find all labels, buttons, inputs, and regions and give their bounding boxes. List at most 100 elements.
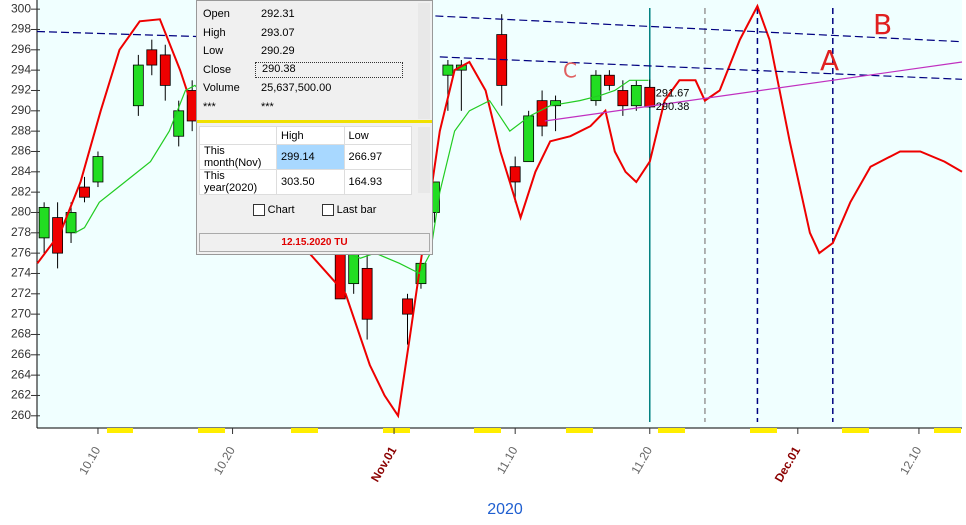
- y-tick-label: 276: [11, 245, 31, 259]
- value: 303.50: [276, 169, 345, 195]
- candle-body: [590, 74, 602, 102]
- field-label: Low: [203, 45, 224, 58]
- candle-body: [65, 212, 77, 234]
- y-tick-label: 298: [11, 22, 31, 36]
- x-tick-label: 11.20: [628, 444, 655, 477]
- line-series: [74, 79, 649, 275]
- candle-body: [146, 49, 158, 66]
- value: 164.93: [343, 169, 412, 195]
- y-tick-label: 284: [11, 164, 31, 178]
- x-tick-label: 10.20: [211, 444, 238, 477]
- y-tick-label: 286: [11, 144, 31, 158]
- y-tick-label: 262: [11, 388, 31, 402]
- y-tick-label: 288: [11, 123, 31, 137]
- footer: 12.15.2020 TU: [199, 233, 430, 252]
- y-tick-label: 264: [11, 367, 31, 381]
- annotation: A: [820, 44, 839, 77]
- y-tick-label: 274: [11, 266, 31, 280]
- x-tick-label: 12.10: [897, 444, 924, 477]
- price-row: Close 290.38: [197, 61, 417, 80]
- candle-body: [159, 54, 171, 86]
- header: Low: [343, 126, 412, 145]
- checkbox-label: Last bar: [336, 204, 377, 216]
- line-series: [544, 61, 963, 122]
- candle-body: [92, 156, 104, 183]
- label: This month(Nov): [199, 144, 277, 170]
- x-tick-label: 11.10: [494, 444, 521, 477]
- y-tick-label: 282: [11, 184, 31, 198]
- candle-body: [630, 84, 642, 107]
- field-value: ***: [261, 100, 274, 113]
- y-tick-label: 300: [11, 1, 31, 15]
- candle-body: [603, 74, 615, 86]
- candle-body: [509, 166, 521, 183]
- weekend-markers: [107, 428, 961, 433]
- y-tick-label: 280: [11, 205, 31, 219]
- plot: 260 262 264 266 268 270 272 274 276 278 280 282 284 2…: [11, 1, 963, 485]
- x-axis-title: 2020: [487, 501, 523, 518]
- y-tick-label: 272: [11, 286, 31, 300]
- y-tick-label: 294: [11, 62, 31, 76]
- y-tick-label: 278: [11, 225, 31, 239]
- price-rows: Open 292.31 High 293.07 Low 290.29 Close 290.38…: [197, 5, 417, 116]
- candle-body: [79, 186, 90, 198]
- price-row: *** ***: [197, 98, 417, 117]
- checkbox[interactable]: Last bar: [321, 204, 377, 216]
- price-row: High 293.07: [197, 24, 417, 43]
- checkbox[interactable]: Chart: [252, 204, 295, 216]
- field-value: 25,637,500.00: [261, 82, 332, 95]
- field-label: Open: [203, 8, 230, 21]
- annotation: B: [873, 8, 892, 41]
- annotation: C: [563, 59, 577, 83]
- x-tick-label: 10.10: [76, 444, 103, 477]
- candle-body: [402, 298, 413, 315]
- scrollbar[interactable]: [418, 3, 430, 119]
- field-value: 290.29: [261, 45, 295, 58]
- candle-body: [644, 86, 656, 108]
- candle-body: [361, 267, 373, 320]
- line-series: [36, 30, 201, 38]
- field-value: 290.38: [255, 61, 403, 78]
- y-tick-label: 296: [11, 42, 31, 56]
- candle-body: [442, 64, 454, 76]
- candle-body: [617, 90, 629, 107]
- field-value: 293.07: [261, 26, 295, 39]
- candle-body: [455, 64, 467, 71]
- candle-body: [132, 64, 144, 107]
- value: 299.14: [276, 144, 345, 170]
- stats-table: High Low This month(Nov) 299.14 266.97 This…: [199, 126, 412, 195]
- separator: [197, 120, 432, 123]
- candle-body: [173, 110, 185, 137]
- header: High: [276, 126, 345, 145]
- field-label: High: [203, 26, 226, 39]
- price-label: 291.67: [656, 88, 690, 100]
- y-tick-label: 260: [11, 408, 31, 422]
- price-row: Low 290.29: [197, 42, 417, 61]
- scrollbar[interactable]: [418, 127, 430, 193]
- field-label: Close: [203, 63, 232, 76]
- y-tick-label: 292: [11, 83, 31, 97]
- options: Chart Last bar: [197, 204, 432, 219]
- y-tick-label: 270: [11, 306, 31, 320]
- x-tick-label: Nov.01: [368, 444, 400, 485]
- value: 266.97: [343, 144, 412, 170]
- field-value: 292.31: [261, 8, 295, 21]
- y-tick-label: 290: [11, 103, 31, 117]
- line-series: [399, 13, 963, 43]
- price-label: 290.38: [656, 101, 690, 113]
- x-tick-label: Dec.01: [772, 444, 804, 485]
- field-label: ***: [203, 100, 216, 113]
- field-label: Volume: [203, 82, 240, 95]
- data-window: Open 292.31 High 293.07 Low 290.29 Close 290.38…: [196, 0, 433, 255]
- y-tick-label: 266: [11, 347, 31, 361]
- candle-body: [523, 115, 535, 163]
- candle-body: [536, 100, 548, 127]
- label: This year(2020): [199, 169, 277, 195]
- y-tick-label: 268: [11, 327, 31, 341]
- candle-body: [550, 100, 561, 107]
- price-row: Open 292.31: [197, 5, 417, 24]
- candle-body: [38, 206, 50, 239]
- price-row: Volume 25,637,500.00: [197, 79, 417, 98]
